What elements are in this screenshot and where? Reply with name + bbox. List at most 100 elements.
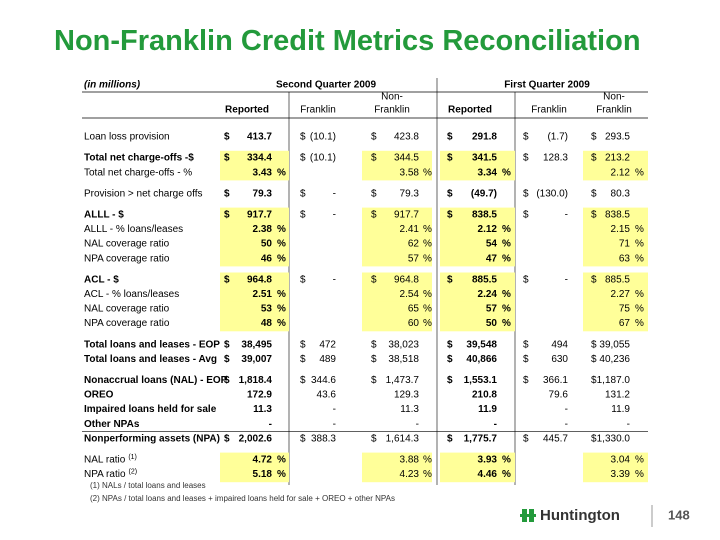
cell-value: 11.9 — [478, 404, 497, 415]
currency-sign: $ — [523, 433, 529, 444]
highlight — [440, 272, 515, 288]
highlight — [440, 452, 515, 468]
cell-value: 3.04 — [611, 455, 631, 466]
row-label: NPA coverage ratio — [84, 318, 170, 329]
cell-value: - — [565, 210, 568, 221]
cell-value: 39,548 — [466, 339, 497, 350]
cell-value: 38,495 — [241, 339, 272, 350]
currency-sign: $ — [523, 354, 529, 365]
percent-sign: % — [423, 253, 432, 264]
highlight — [362, 287, 432, 303]
percent-sign: % — [502, 304, 511, 315]
cell-value: 63 — [619, 253, 631, 264]
cell-value: 2.38 — [253, 224, 273, 235]
highlight — [220, 301, 289, 317]
row-label: Nonaccrual loans (NAL) - EOP — [84, 375, 228, 386]
currency-sign: $ — [523, 210, 529, 221]
highlight — [440, 150, 515, 166]
cell-value: 445.7 — [543, 433, 568, 444]
cell-value: 366.1 — [543, 375, 568, 386]
percent-sign: % — [502, 469, 511, 480]
cell-value: 129.3 — [394, 390, 419, 401]
highlight — [583, 251, 648, 267]
cell-value: 341.5 — [472, 153, 497, 164]
cell-value: 917.7 — [394, 210, 419, 221]
cell-value: 46 — [261, 253, 273, 264]
cell-value: 2.41 — [400, 224, 420, 235]
column-header: Reported — [225, 105, 269, 116]
currency-sign: $ — [591, 274, 597, 285]
highlight — [220, 222, 289, 238]
currency-sign: $ — [300, 375, 306, 386]
row-label: Provision > net charge offs — [84, 188, 203, 199]
percent-sign: % — [635, 239, 644, 250]
cell-value: 39,055 — [599, 339, 630, 350]
cell-value: 2.24 — [478, 289, 498, 300]
highlight — [362, 236, 432, 252]
currency-sign: $ — [591, 210, 597, 221]
cell-value: 62 — [408, 239, 420, 250]
slide-title: Non-Franklin Credit Metrics Reconciliati… — [54, 25, 641, 57]
cell-value: 79.3 — [400, 188, 420, 199]
currency-sign: $ — [224, 375, 230, 386]
currency-sign: $ — [591, 339, 597, 350]
percent-sign: % — [423, 304, 432, 315]
highlight — [583, 301, 648, 317]
page-number: 148 — [668, 507, 690, 522]
cell-value: 3.88 — [400, 455, 420, 466]
highlight — [220, 287, 289, 303]
highlight — [220, 467, 289, 483]
currency-sign: $ — [447, 339, 453, 350]
row-label: Total loans and leases - Avg — [84, 354, 217, 365]
currency-sign: $ — [224, 132, 230, 143]
cell-value: (130.0) — [536, 188, 568, 199]
percent-sign: % — [423, 167, 432, 178]
row-label: NAL coverage ratio — [84, 239, 170, 250]
currency-sign: $ — [591, 433, 597, 444]
percent-sign: % — [635, 289, 644, 300]
highlight — [362, 222, 432, 238]
currency-sign: $ — [300, 210, 306, 221]
cell-value: 79.6 — [549, 390, 569, 401]
cell-value: 60 — [408, 318, 420, 329]
currency-sign: $ — [591, 188, 597, 199]
cell-value: 472 — [319, 339, 336, 350]
cell-value: 2.51 — [253, 289, 273, 300]
currency-sign: $ — [447, 274, 453, 285]
row-label: Total loans and leases - EOP — [84, 339, 220, 350]
cell-value: 40,866 — [466, 354, 497, 365]
cell-value: (10.1) — [310, 132, 336, 143]
cell-value: 1,818.4 — [239, 375, 273, 386]
percent-sign: % — [423, 469, 432, 480]
column-header: Reported — [448, 105, 492, 116]
cell-value: - — [627, 419, 630, 430]
logo-icon — [520, 514, 536, 517]
note-ref: (2) — [129, 468, 138, 475]
cell-value: 3.39 — [611, 469, 631, 480]
cell-value: 1,775.7 — [464, 433, 498, 444]
percent-sign: % — [277, 167, 286, 178]
highlight — [362, 467, 432, 483]
cell-value: 11.9 — [611, 404, 630, 415]
cell-value: - — [333, 419, 336, 430]
highlight — [220, 165, 289, 181]
highlight — [583, 452, 648, 468]
cell-value: 838.5 — [605, 210, 630, 221]
cell-value: 3.43 — [253, 167, 273, 178]
cell-value: 40,236 — [599, 354, 630, 365]
cell-value: 50 — [486, 318, 498, 329]
cell-value: 293.5 — [605, 132, 630, 143]
cell-value: 75 — [619, 304, 631, 315]
currency-sign: $ — [300, 433, 306, 444]
highlight — [440, 222, 515, 238]
currency-sign: $ — [523, 339, 529, 350]
percent-sign: % — [502, 318, 511, 329]
highlight — [440, 165, 515, 181]
cell-value: 47 — [486, 253, 498, 264]
percent-sign: % — [502, 455, 511, 466]
cell-value: 3.34 — [478, 167, 498, 178]
currency-sign: $ — [224, 274, 230, 285]
percent-sign: % — [635, 304, 644, 315]
cell-value: 57 — [486, 304, 498, 315]
currency-sign: $ — [300, 354, 306, 365]
